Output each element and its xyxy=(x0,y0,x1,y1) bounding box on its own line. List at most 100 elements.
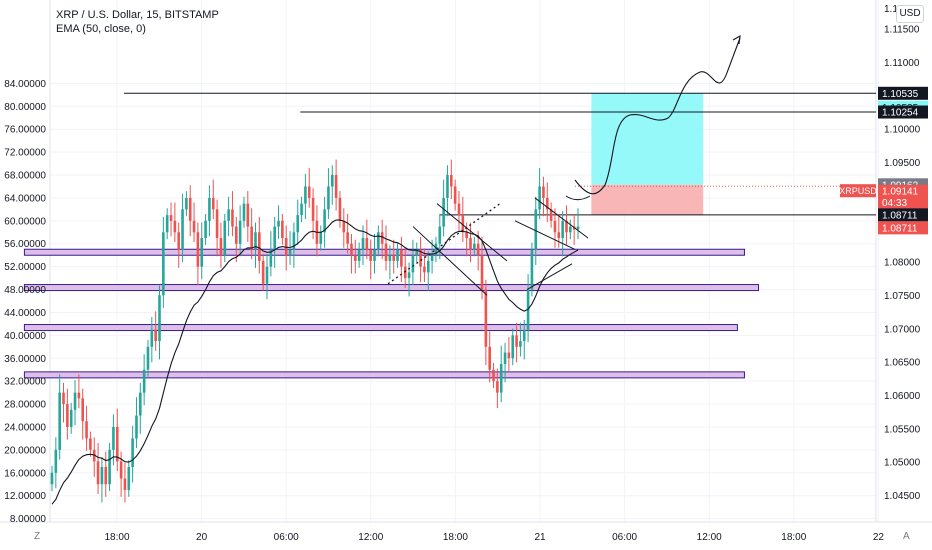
right-tick-label: 1.08000 xyxy=(884,258,921,269)
candle-body xyxy=(66,404,69,427)
right-tick-label: 1.07500 xyxy=(884,291,921,302)
left-tick-label: 40.00000 xyxy=(4,331,46,342)
candle-body xyxy=(473,243,476,250)
price-label-bg xyxy=(878,208,928,222)
pennant-line xyxy=(514,220,576,250)
candle-body xyxy=(269,249,273,267)
candle-body xyxy=(227,209,230,221)
candle-body xyxy=(388,255,392,261)
candle-body xyxy=(576,226,580,230)
price-label-bg xyxy=(878,105,928,119)
candle-body xyxy=(403,266,407,279)
candle-body xyxy=(177,232,181,250)
candle-body xyxy=(196,232,200,267)
candle-body xyxy=(373,249,376,261)
candle-body xyxy=(519,341,522,347)
candle-body xyxy=(530,249,534,290)
candle-body xyxy=(200,238,204,267)
left-tick-label: 80.00000 xyxy=(4,102,46,113)
candle-body xyxy=(158,295,161,342)
left-tick-label: 8.00000 xyxy=(10,514,47,525)
candle-body xyxy=(396,249,399,261)
candle-body xyxy=(338,197,342,221)
left-price-axis: 84.00000 80.00000 76.00000 72.00000 68.00000… xyxy=(4,79,46,525)
time-tick-label: 22 xyxy=(873,532,885,543)
time-axis[interactable]: 18:00 20 06:00 12:00 18:00 21 06:00 12:00 18:00 2… xyxy=(104,532,884,543)
time-tick-label: 20 xyxy=(196,532,208,543)
candle-body xyxy=(457,203,461,216)
long-position-tool[interactable] xyxy=(591,93,704,215)
projection-arrowhead xyxy=(732,34,741,45)
right-tick-label: 1.09500 xyxy=(884,158,921,169)
candle-body xyxy=(380,232,384,244)
candle-body xyxy=(377,232,380,250)
left-tick-label: 52.00000 xyxy=(4,262,46,273)
left-tick-label: 20.00000 xyxy=(4,445,46,456)
candlestick-series xyxy=(50,159,580,503)
candle-body xyxy=(254,232,257,250)
price-label: 1.10254 xyxy=(882,108,919,119)
price-label-bg xyxy=(878,86,928,100)
candle-body xyxy=(426,260,430,273)
candle-body xyxy=(507,352,511,359)
candle-body xyxy=(469,238,472,250)
candle-body xyxy=(350,243,353,256)
ema-polyline xyxy=(51,219,579,505)
candle-body xyxy=(434,243,438,256)
candle-body xyxy=(85,421,88,439)
candle-body xyxy=(545,197,549,210)
candle-body xyxy=(162,232,165,296)
left-tick-label: 48.00000 xyxy=(4,285,46,296)
time-tick-label: 18:00 xyxy=(443,532,468,543)
candle-body xyxy=(549,209,553,221)
candle-body xyxy=(511,335,515,359)
candle-body xyxy=(392,255,396,261)
candle-body xyxy=(250,226,253,250)
candle-body xyxy=(69,409,73,427)
candle-body xyxy=(115,426,119,462)
candle-body xyxy=(92,449,96,462)
candle-body xyxy=(407,272,411,279)
candle-body xyxy=(461,215,465,233)
currency-button[interactable]: USD xyxy=(896,5,924,23)
candle-body xyxy=(150,329,154,347)
candle-body xyxy=(127,467,131,490)
candle-body xyxy=(496,381,499,393)
auto-scale-button[interactable]: A xyxy=(903,531,910,542)
candle-body xyxy=(357,249,361,261)
candle-body xyxy=(569,226,572,233)
candle-body xyxy=(361,238,365,250)
candle-body xyxy=(565,220,568,233)
support-zones xyxy=(23,248,760,379)
candle-body xyxy=(515,335,518,347)
candle-body xyxy=(154,329,157,342)
left-tick-label: 32.00000 xyxy=(4,377,46,388)
projection-path xyxy=(574,37,741,195)
candle-body xyxy=(273,226,276,250)
candle-body xyxy=(557,232,561,239)
symbol-tag-bg xyxy=(840,184,876,198)
candle-body xyxy=(384,243,388,261)
price-label-bg xyxy=(878,184,928,209)
indicator-legend: EMA (50, close, 0) xyxy=(56,23,146,35)
time-tick-label: 21 xyxy=(534,532,546,543)
price-label: 1.10535 xyxy=(882,89,919,100)
price-label: 1.08711 xyxy=(882,210,918,221)
target-area xyxy=(591,93,704,185)
candle-body xyxy=(188,197,192,221)
candle-body xyxy=(284,238,288,256)
candle-body xyxy=(215,209,219,239)
candle-body xyxy=(62,392,65,405)
channel-line xyxy=(436,203,508,262)
candle-body xyxy=(296,215,300,233)
left-tick-label: 36.00000 xyxy=(4,354,46,365)
left-tick-label: 12.00000 xyxy=(4,491,46,502)
candle-body xyxy=(304,186,307,204)
candle-body xyxy=(169,215,173,221)
left-tick-label: 68.00000 xyxy=(4,171,46,182)
zoom-button[interactable]: Z xyxy=(34,531,41,542)
left-tick-label: 56.00000 xyxy=(4,239,46,250)
candle-body xyxy=(465,232,468,239)
candle-body xyxy=(96,461,100,485)
